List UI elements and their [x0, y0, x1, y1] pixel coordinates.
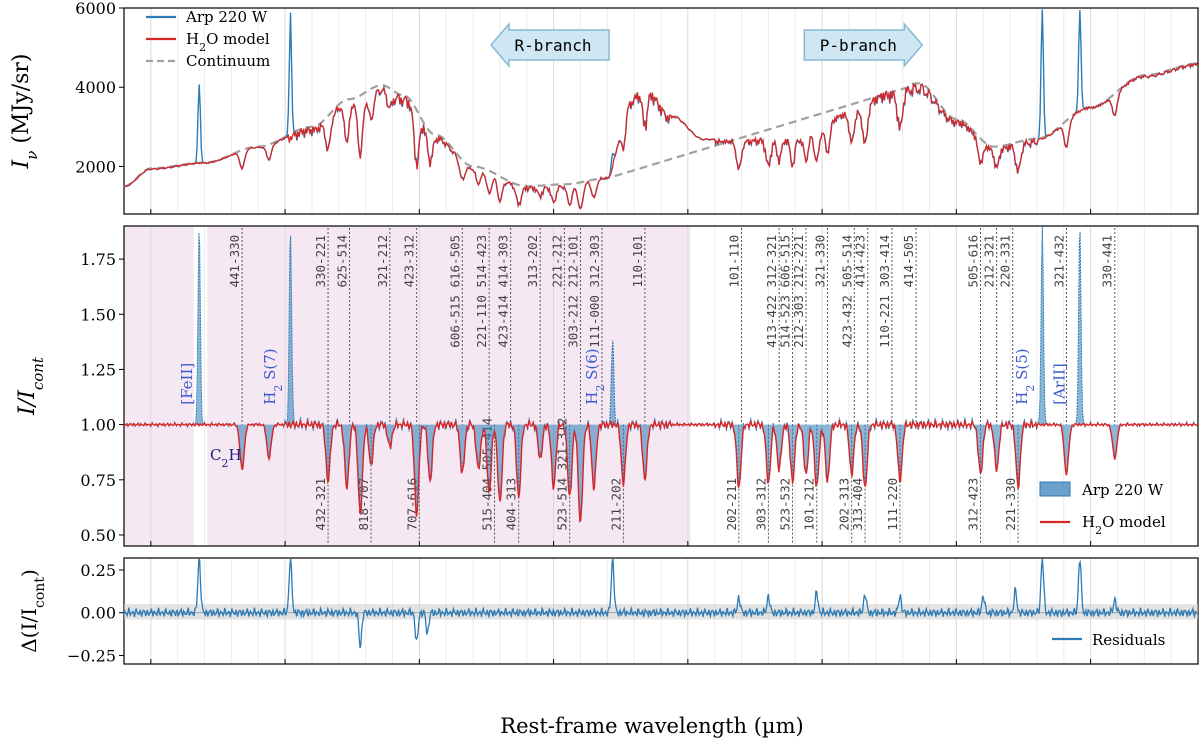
transition-label-upper: 321-432 — [1051, 235, 1066, 288]
y-tick-label: 1.25 — [80, 360, 116, 379]
transition-label-lower: 202-211 — [724, 478, 739, 531]
transition-label-upper: 505-616 — [966, 235, 981, 288]
legend-label: Residuals — [1092, 631, 1165, 649]
transition-label-lower: 101-212 — [802, 478, 817, 531]
transition-label-upper: 313-202 — [525, 235, 540, 288]
c2h-label: C2H — [210, 446, 242, 470]
y-axis-label-top: Iν (MJy/sr) — [9, 54, 41, 170]
species-label: H2 S(6) — [583, 348, 607, 404]
legend-label: Arp 220 W — [1081, 481, 1164, 499]
transition-label-upper: 321-212 — [375, 235, 390, 288]
transition-label-upper: 221-110 514-423 — [474, 235, 489, 348]
panel-top-spectrum: 2000 4000 6000 Iν (MJy/sr) Arp 220 W H2O mode… — [9, 0, 1199, 215]
y-tick-label: 2000 — [75, 157, 116, 176]
legend-label: H2O model — [1082, 513, 1166, 537]
transition-label-lower: 523-532 — [778, 478, 793, 531]
transition-label-upper: 330-441 — [1100, 235, 1115, 288]
y-tick-label: 1.75 — [80, 250, 116, 269]
panel-middle-normalized: 0.50 0.75 1.00 1.25 1.50 1.75 441-330 330-221 62… — [15, 225, 1199, 547]
transition-label-upper: 414-505 — [901, 235, 916, 288]
transition-label-lower: 432-321 — [313, 478, 328, 531]
legend-middle: Arp 220 W H2O model — [1039, 481, 1166, 537]
transition-label-upper: 413-422 312-321 — [764, 235, 779, 348]
shaded-region — [124, 226, 194, 546]
series-h2o-model — [124, 62, 1198, 210]
transition-label-upper: 330-221 — [313, 235, 328, 288]
legend-label: Arp 220 W — [185, 8, 268, 26]
transition-label-lower: 404-313 — [504, 478, 519, 531]
transition-label-upper: 212-303 212-221 — [791, 235, 806, 348]
legend-label: H2O model — [186, 30, 270, 54]
y-tick-label: 6000 — [75, 0, 116, 18]
panel-bottom-residuals: −0.25 0.00 0.25 Δ(I/Icont) Residuals — [17, 557, 1199, 665]
y-tick-label: 1.50 — [80, 305, 116, 324]
legend-label: Continuum — [186, 52, 270, 70]
species-label: H2 S(7) — [261, 348, 285, 404]
transition-label-upper: 110-221 303-414 — [877, 235, 892, 348]
p-branch-arrow — [803, 21, 924, 69]
species-label: [FeII] — [178, 363, 196, 405]
shaded-region — [207, 226, 691, 546]
transition-label-upper: 101-110 — [727, 235, 742, 288]
transition-label-upper: 110-101 — [630, 235, 645, 288]
series-continuum — [123, 62, 1198, 188]
transition-label-lower: 221-330 — [1003, 478, 1018, 531]
transition-label-upper: 606-515 616-505 — [447, 235, 462, 348]
y-tick-label: 0.75 — [80, 471, 116, 490]
transition-label-upper: 303-212 212-101 — [565, 235, 580, 348]
legend-bottom: Residuals — [1052, 631, 1165, 649]
species-label: H2 S(5) — [1013, 348, 1037, 404]
series-residuals — [123, 557, 1198, 649]
y-tick-label: 1.00 — [80, 416, 116, 435]
arrow-label: R-branch — [514, 36, 591, 55]
y-tick-label: 0.25 — [80, 561, 116, 580]
transition-label-upper: 321-330 — [812, 235, 827, 288]
transition-label-lower: 312-423 — [966, 478, 981, 531]
r-branch-arrow — [489, 21, 610, 69]
transition-label-upper: 220-331 — [998, 235, 1013, 288]
transition-label-upper: 414-423 — [853, 235, 868, 288]
y-axis-label-bottom: Δ(I/Icont) — [17, 569, 48, 653]
y-tick-label: 4000 — [75, 78, 116, 97]
transition-label-upper: 514-523 606-515 — [778, 235, 793, 348]
y-tick-label: 0.50 — [80, 526, 116, 545]
y-tick-label: 0.00 — [80, 604, 116, 623]
series-h2o-model — [123, 418, 1199, 524]
x-axis-label: Rest-frame wavelength (µm) — [500, 714, 803, 738]
y-tick-label: −0.25 — [67, 646, 116, 665]
transition-label-lower: 313-404 — [850, 478, 865, 531]
transition-label-lower: 202-313 — [837, 478, 852, 531]
axes-frame — [123, 7, 1199, 215]
transition-label-upper: 625-514 — [335, 235, 350, 288]
transition-label-upper: 221-212 — [549, 235, 564, 288]
transition-label-lower: 303-312 — [753, 478, 768, 531]
species-label: [ArII] — [1050, 363, 1068, 405]
transition-label-upper: 423-312 — [402, 235, 417, 288]
arrow-label: P-branch — [820, 36, 897, 55]
legend-swatch — [1039, 481, 1071, 497]
transition-label-upper: 423-432 505-514 — [839, 235, 854, 348]
transition-label-upper: 212-321 — [982, 235, 997, 288]
transition-label-upper: 423-414 414-303 — [496, 235, 511, 348]
y-axis-label-middle: I/Icont — [15, 356, 47, 416]
transition-label-upper: 441-330 — [227, 235, 242, 288]
transition-label-lower: 211-202 — [608, 478, 623, 531]
axes-frame — [123, 225, 1199, 547]
transition-label-upper: 111-000 312-303 — [587, 235, 602, 348]
transition-label-lower: 111-220 — [885, 478, 900, 531]
